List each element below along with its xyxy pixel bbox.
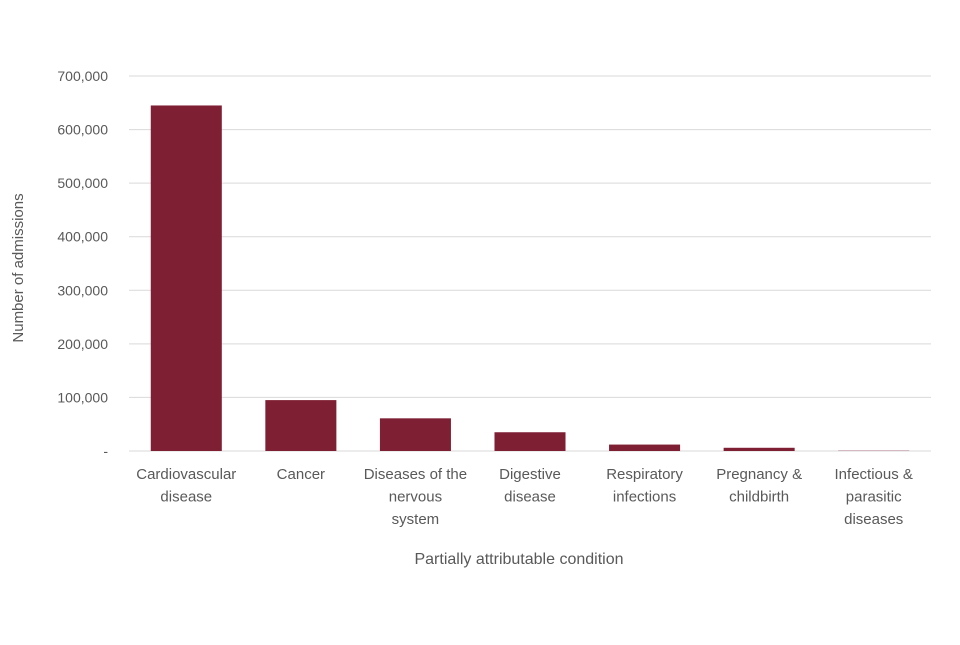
x-tick-label: Pregnancy &childbirth bbox=[716, 466, 802, 506]
y-tick-label: 100,000 bbox=[57, 389, 108, 405]
y-tick-label: 300,000 bbox=[57, 282, 108, 298]
bar bbox=[265, 400, 336, 451]
y-tick-label: 200,000 bbox=[57, 336, 108, 352]
y-tick-label: - bbox=[103, 443, 108, 459]
y-axis-ticks: - 100,000 200,000 300,000 400,000 500,000 600,… bbox=[57, 68, 108, 459]
y-tick-label: 500,000 bbox=[57, 175, 108, 191]
y-tick-label: 400,000 bbox=[57, 229, 108, 245]
x-tick-label: Cancer bbox=[277, 466, 325, 483]
y-tick-label: 600,000 bbox=[57, 122, 108, 138]
x-axis-title: Partially attributable condition bbox=[414, 551, 623, 568]
bar bbox=[609, 445, 680, 451]
gridlines bbox=[129, 76, 931, 451]
bar bbox=[380, 418, 451, 451]
bar bbox=[724, 448, 795, 451]
y-axis-title: Number of admissions bbox=[10, 193, 27, 342]
bar bbox=[494, 432, 565, 451]
bar bbox=[151, 105, 222, 451]
y-tick-label: 700,000 bbox=[57, 68, 108, 84]
bars bbox=[151, 105, 909, 451]
